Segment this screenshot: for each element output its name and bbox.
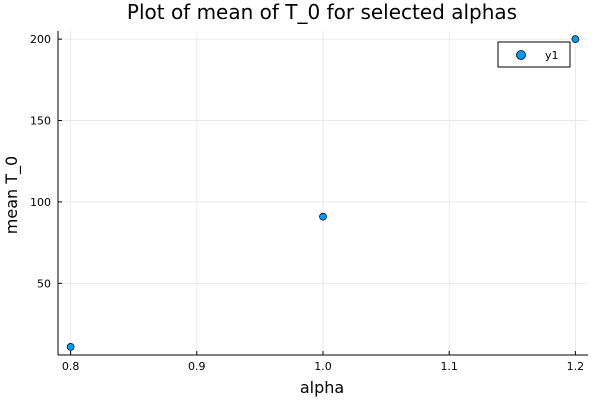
- data-point: [571, 35, 580, 43]
- legend: y1: [497, 41, 571, 68]
- x-tick-label: 1.2: [567, 360, 585, 373]
- data-point: [66, 343, 75, 351]
- legend-box: [497, 41, 571, 68]
- grid-lines: [58, 31, 588, 355]
- axes: [57, 31, 588, 356]
- data-point: [319, 212, 327, 221]
- x-axis-label: alpha: [300, 378, 344, 397]
- chart-title: Plot of mean of T_0 for selected alphas: [127, 0, 517, 24]
- tick-labels: 0.8 0.9 1.0 1.1 1.2 50 100 150 200: [30, 33, 584, 373]
- y-tick-label: 100: [30, 196, 51, 209]
- y-tick-label: 200: [30, 33, 51, 46]
- legend-marker-y1: [516, 50, 526, 60]
- x-tick-label: 0.9: [188, 360, 206, 373]
- y-tick-label: 150: [30, 115, 51, 128]
- x-tick-label: 1.0: [314, 360, 332, 373]
- y-axis-label: mean T_0: [2, 156, 22, 234]
- x-tick-label: 0.8: [62, 360, 80, 373]
- legend-label-y1: y1: [545, 49, 559, 62]
- y-tick-label: 50: [37, 277, 51, 290]
- x-tick-label: 1.1: [440, 360, 458, 373]
- data-points: [66, 35, 580, 351]
